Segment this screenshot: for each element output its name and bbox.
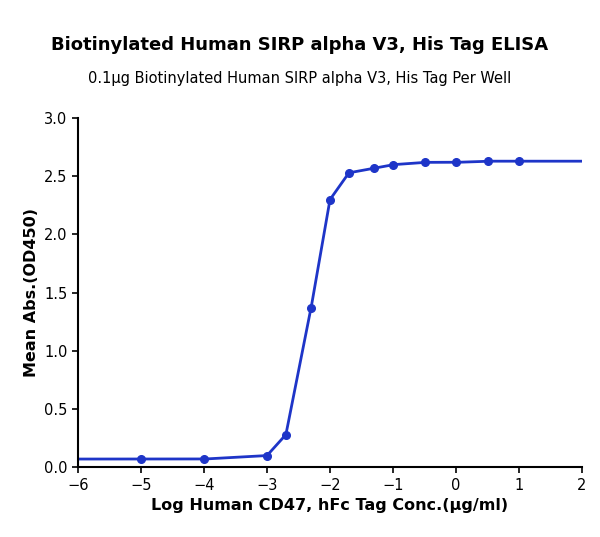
Point [514,157,524,165]
Point [451,158,461,166]
Point [199,455,209,463]
Text: 0.1μg Biotinylated Human SIRP alpha V3, His Tag Per Well: 0.1μg Biotinylated Human SIRP alpha V3, … [88,71,512,86]
Point [281,430,290,439]
Point [420,158,430,166]
Point [344,169,354,177]
Point [262,451,272,460]
Y-axis label: Mean Abs.(OD450): Mean Abs.(OD450) [23,208,38,377]
Point [136,455,146,463]
Point [482,157,492,165]
Point [307,303,316,312]
Text: Biotinylated Human SIRP alpha V3, His Tag ELISA: Biotinylated Human SIRP alpha V3, His Ta… [52,35,548,54]
X-axis label: Log Human CD47, hFc Tag Conc.(μg/ml): Log Human CD47, hFc Tag Conc.(μg/ml) [151,498,509,513]
Point [325,195,335,204]
Point [388,161,398,169]
Point [370,164,379,172]
